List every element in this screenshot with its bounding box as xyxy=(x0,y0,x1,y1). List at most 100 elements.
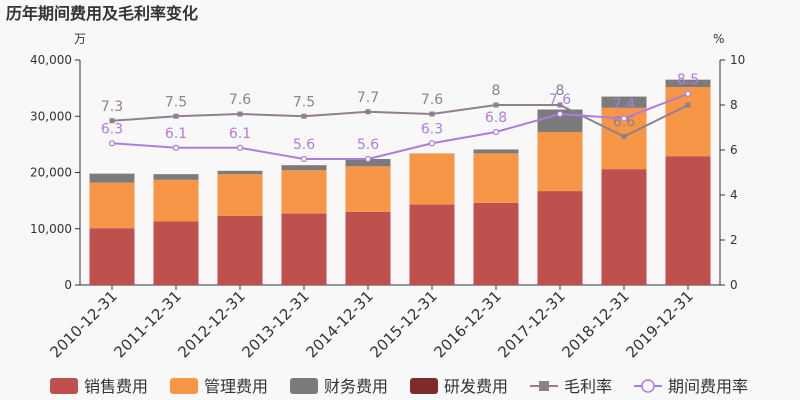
data-label: 8.5 xyxy=(677,72,699,88)
data-label: 6.1 xyxy=(165,126,187,142)
bar xyxy=(345,166,391,212)
x-tick-label: 2013-12-31 xyxy=(238,287,312,361)
bar xyxy=(153,221,199,285)
bar xyxy=(217,174,263,216)
legend-label: 研发费用 xyxy=(444,377,508,396)
line-point xyxy=(429,111,435,117)
line-point xyxy=(556,110,564,118)
y-left-tick-label: 40,000 xyxy=(30,53,72,67)
y-left-tick-label: 30,000 xyxy=(30,109,72,123)
line-point xyxy=(492,128,500,136)
legend-label: 毛利率 xyxy=(564,377,612,396)
data-label: 8 xyxy=(556,83,565,99)
data-label: 8 xyxy=(492,83,501,99)
y-left-tick-label: 10,000 xyxy=(30,222,72,236)
bar xyxy=(473,149,519,154)
y-right-tick-label: 6 xyxy=(730,143,738,157)
bar xyxy=(345,211,391,285)
y-right-tick-label: 8 xyxy=(730,98,738,112)
legend-label: 管理费用 xyxy=(204,377,268,396)
x-tick-label: 2010-12-31 xyxy=(46,287,120,361)
bar xyxy=(473,202,519,285)
x-tick-label: 2019-12-31 xyxy=(622,287,696,361)
line-point xyxy=(364,155,372,163)
legend-item[interactable]: 期间费用率 xyxy=(634,377,748,396)
bar xyxy=(665,79,711,87)
x-tick-label: 2016-12-31 xyxy=(430,287,504,361)
bar xyxy=(665,156,711,285)
bar xyxy=(89,182,135,229)
line-point xyxy=(620,115,628,122)
bar xyxy=(217,215,263,285)
legend-swatch xyxy=(170,378,198,394)
y-left-unit: 万 xyxy=(74,32,86,46)
data-label: 7.6 xyxy=(229,92,251,108)
bar xyxy=(153,174,199,180)
y-right-tick-label: 2 xyxy=(730,233,738,247)
data-label: 7.5 xyxy=(293,94,315,110)
line-point xyxy=(621,134,627,139)
data-label: 7.7 xyxy=(357,90,379,106)
line-point xyxy=(237,111,243,117)
line-point xyxy=(301,113,307,119)
legend-swatch xyxy=(290,378,318,394)
bar xyxy=(601,169,647,285)
data-label: 5.6 xyxy=(357,137,379,153)
legend[interactable]: 销售费用 管理费用 财务费用 研发费用 毛利率 期间费用率 xyxy=(50,377,748,396)
bar xyxy=(345,159,391,167)
data-label: 7.6 xyxy=(421,92,443,108)
bar xyxy=(601,96,647,108)
line-point xyxy=(557,102,563,108)
bar xyxy=(537,191,583,285)
x-tick-label: 2012-12-31 xyxy=(174,287,248,361)
legend-label: 销售费用 xyxy=(84,377,148,396)
legend-swatch-marker xyxy=(539,381,549,391)
legend-label: 财务费用 xyxy=(324,377,388,396)
data-label: 5.6 xyxy=(293,137,315,153)
line-point xyxy=(684,90,692,97)
y-left-tick-label: 20,000 xyxy=(30,166,72,180)
legend-item[interactable]: 研发费用 xyxy=(410,377,508,396)
bar xyxy=(281,165,327,171)
series-line xyxy=(111,92,689,160)
y-left-tick-label: 0 xyxy=(64,278,72,292)
line-point xyxy=(109,118,115,124)
x-tick-label: 2015-12-31 xyxy=(366,287,440,361)
legend-item[interactable]: 毛利率 xyxy=(530,377,612,396)
bar xyxy=(281,170,327,214)
bar xyxy=(153,179,199,222)
bar xyxy=(409,153,455,205)
series-line xyxy=(111,104,689,138)
bar xyxy=(281,213,327,285)
legend-item[interactable]: 财务费用 xyxy=(290,377,388,396)
data-label: 7.4 xyxy=(613,97,635,113)
data-label: 6.1 xyxy=(229,126,251,142)
legend-swatch-marker xyxy=(641,379,655,393)
legend-item[interactable]: 管理费用 xyxy=(170,377,268,396)
data-label: 6.8 xyxy=(485,110,507,126)
data-label: 7.3 xyxy=(101,99,123,115)
x-tick-label: 2017-12-31 xyxy=(494,287,568,361)
legend-swatch xyxy=(410,378,438,394)
x-tick-label: 2011-12-31 xyxy=(110,287,184,361)
data-label: 7.6 xyxy=(549,92,571,108)
legend-item[interactable]: 销售费用 xyxy=(50,377,148,396)
chart-title: 历年期间费用及毛利率变化 xyxy=(6,4,198,23)
line-point xyxy=(493,102,499,108)
line-point xyxy=(173,113,179,119)
line-point xyxy=(172,144,180,151)
y-right-tick-label: 0 xyxy=(730,278,738,292)
data-label: 7.5 xyxy=(165,94,187,110)
bar xyxy=(89,228,135,285)
data-label: 6.3 xyxy=(421,121,443,137)
legend-swatch xyxy=(50,378,78,394)
y-right-unit: % xyxy=(713,32,724,46)
x-tick-label: 2018-12-31 xyxy=(558,287,632,361)
line-series: 7.3 7.5 7.6 7.5 7.7 7.68 86.66.3 6.1 6.15.6 5.66.… xyxy=(101,72,699,163)
x-tick-label: 2014-12-31 xyxy=(302,287,376,361)
y-right-tick-label: 10 xyxy=(730,53,745,67)
bar xyxy=(665,87,711,157)
bar xyxy=(409,204,455,285)
bar xyxy=(89,173,135,183)
